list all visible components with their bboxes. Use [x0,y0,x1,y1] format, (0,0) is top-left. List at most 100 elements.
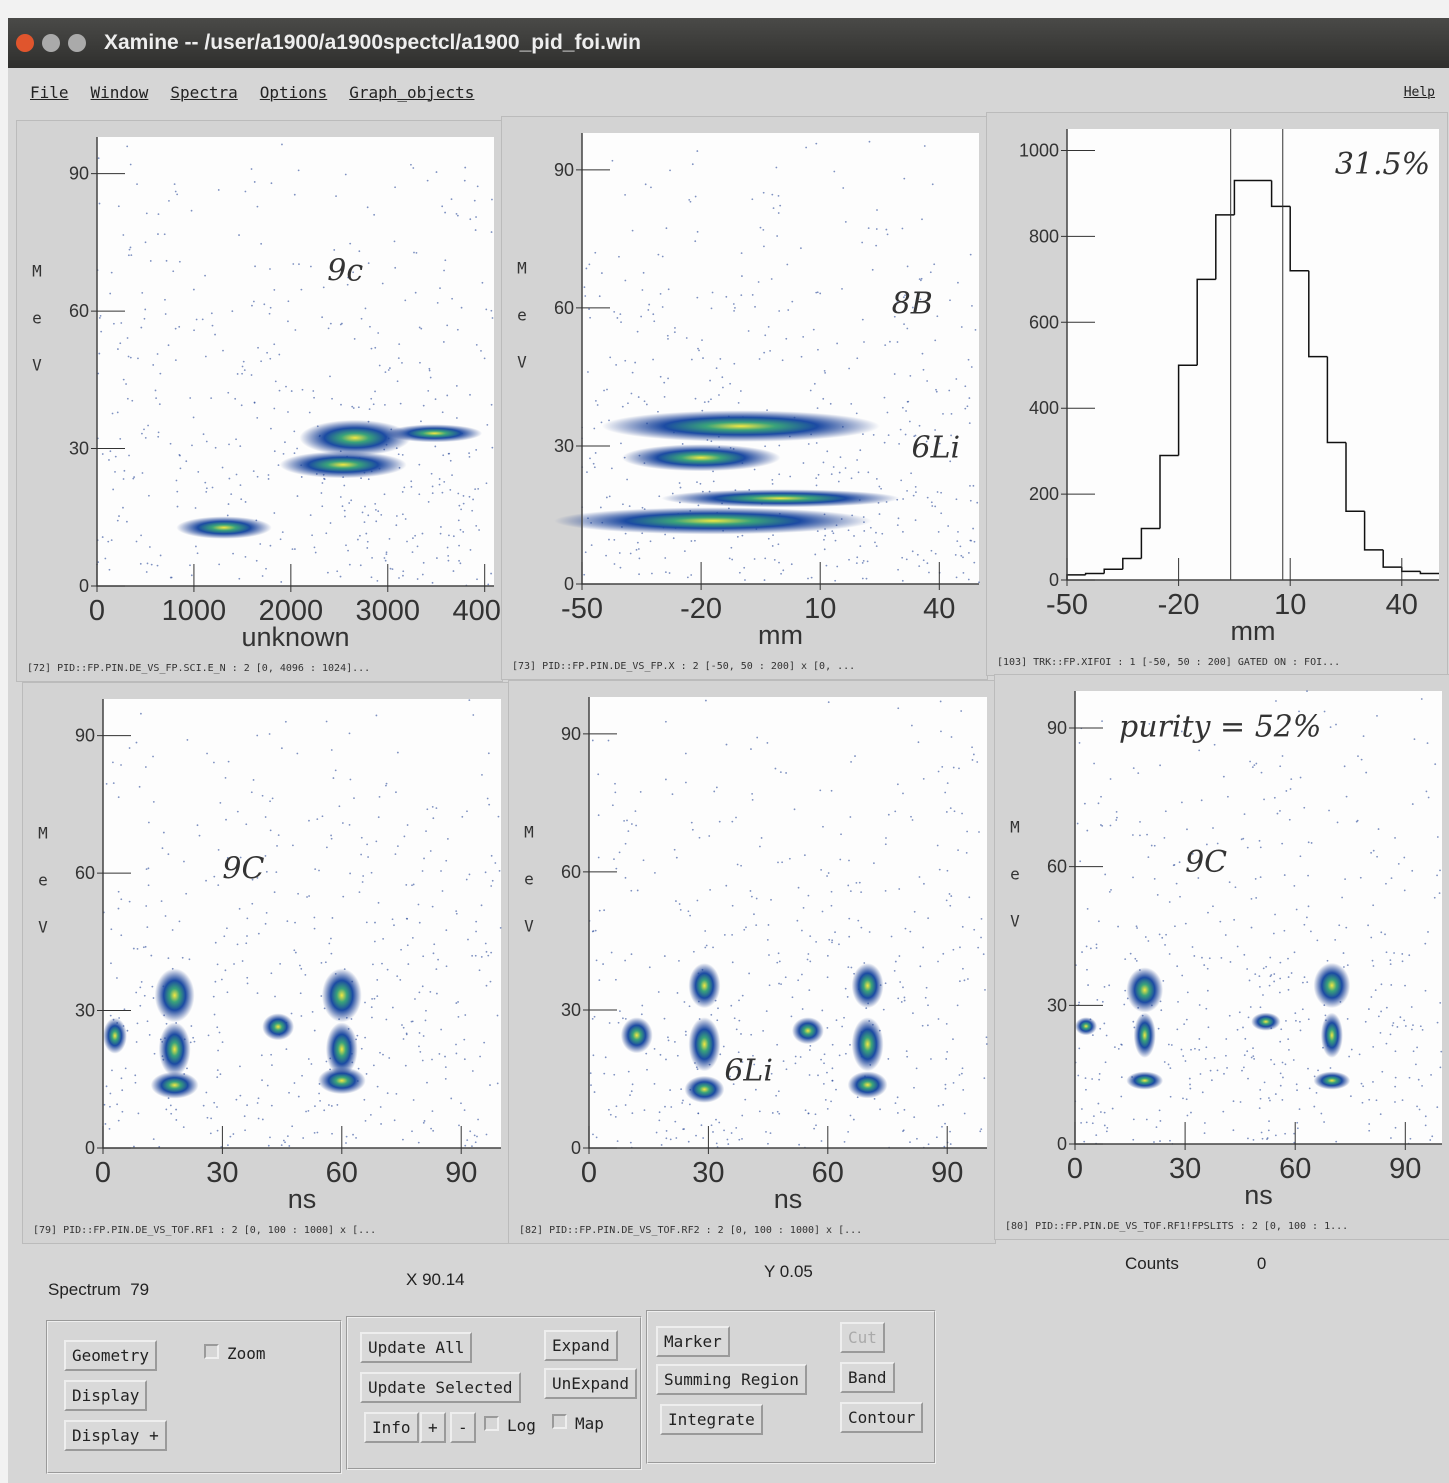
scatter-dot [296,448,298,450]
scatter-dot [469,496,471,498]
scatter-dot [456,385,458,387]
scatter-dot [423,858,425,860]
scatter-dot [194,1041,196,1043]
scatter-dot [318,1093,320,1095]
scatter-dot [1414,738,1416,740]
scatter-dot [772,1112,774,1114]
scatter-dot [295,952,297,954]
scatter-dot [937,491,939,493]
close-button[interactable] [16,34,34,52]
scatter-dot [856,357,858,359]
scatter-dot [856,459,858,461]
handwritten-note: 6Li [912,431,961,466]
handwritten-note: 9C [1185,845,1227,880]
scatter-dot [910,816,912,818]
scatter-dot [450,1098,452,1100]
scatter-dot [845,467,847,469]
button[interactable]: Info [364,1412,419,1443]
scatter-dot [962,1089,964,1091]
scatter-dot [1185,1060,1187,1062]
spectrum-panel[interactable]: 030609001000200030004000unknownMeV[72] P… [16,120,503,682]
scatter-dot [911,725,913,727]
scatter-dot [733,303,735,305]
density-blob [661,489,899,507]
scatter-dot [146,926,148,928]
scatter-dot [637,890,639,892]
menu-item[interactable]: Help [1404,85,1435,100]
scatter-dot [968,552,970,554]
scatter-dot [436,171,438,173]
button[interactable]: Contour [840,1402,923,1433]
button[interactable]: Update All [360,1332,472,1363]
scatter-dot [866,578,868,580]
scatter-dot [919,876,921,878]
scatter-dot [287,411,289,413]
scatter-dot [773,207,775,209]
button[interactable]: Display + [64,1420,167,1451]
button[interactable]: Band [840,1362,895,1393]
scatter-dot [335,769,337,771]
menu-item[interactable]: Window [91,83,149,102]
scatter-dot [910,472,912,474]
scatter-dot [1217,1069,1219,1071]
menu-item[interactable]: Options [260,83,327,102]
scatter-dot [857,920,859,922]
button[interactable]: Integrate [660,1404,763,1435]
scatter-dot [279,963,281,965]
scatter-dot [481,956,483,958]
scatter-dot [121,1111,123,1113]
scatter-dot [412,551,414,553]
spectrum-footer: [73] PID::FP.PIN.DE_VS_FP.X : 2 [-50, 50… [512,661,855,672]
button[interactable]: Update Selected [360,1372,521,1403]
scatter-dot [170,1113,172,1115]
button[interactable]: - [450,1412,476,1443]
checkbox[interactable]: Map [552,1414,604,1433]
scatter-dot [787,309,789,311]
scatter-dot [1299,1021,1301,1023]
scatter-dot [497,1015,499,1017]
scatter-dot [1394,1101,1396,1103]
scatter-dot [594,252,596,254]
scatter-dot [122,507,124,509]
scatter-dot [1162,980,1164,982]
scatter-dot [451,474,453,476]
scatter-dot [923,369,925,371]
checkbox[interactable]: Log [484,1416,536,1435]
scatter-dot [116,1103,118,1105]
minimize-button[interactable] [42,34,60,52]
button[interactable]: Expand [544,1330,618,1361]
y-tick-label: 90 [1047,718,1067,738]
button[interactable]: Summing Region [656,1364,807,1395]
scatter-dot [898,955,900,957]
button[interactable]: + [420,1412,446,1443]
menu-item[interactable]: File [30,83,69,102]
scatter-dot [716,367,718,369]
scatter-dot [1176,883,1178,885]
menu-item[interactable]: Graph_objects [349,83,474,102]
scatter-dot [104,1104,106,1106]
scatter-dot [695,398,697,400]
scatter-dot [1368,1008,1370,1010]
scatter-dot [769,984,771,986]
scatter-dot [1229,881,1231,883]
scatter-dot [706,945,708,947]
scatter-dot [1422,1029,1424,1031]
scatter-dot [398,343,400,345]
maximize-button[interactable] [68,34,86,52]
y-tick-label: 90 [69,164,89,184]
menu-item[interactable]: Spectra [170,83,237,102]
scatter-dot [770,899,772,901]
button[interactable]: Geometry [64,1340,157,1371]
scatter-dot [433,943,435,945]
button[interactable]: Cut [840,1322,885,1353]
button[interactable]: UnExpand [544,1368,637,1399]
button[interactable]: Display [64,1380,147,1411]
button[interactable]: Marker [656,1326,730,1357]
checkbox[interactable]: Zoom [204,1344,266,1363]
scatter-dot [667,378,669,380]
